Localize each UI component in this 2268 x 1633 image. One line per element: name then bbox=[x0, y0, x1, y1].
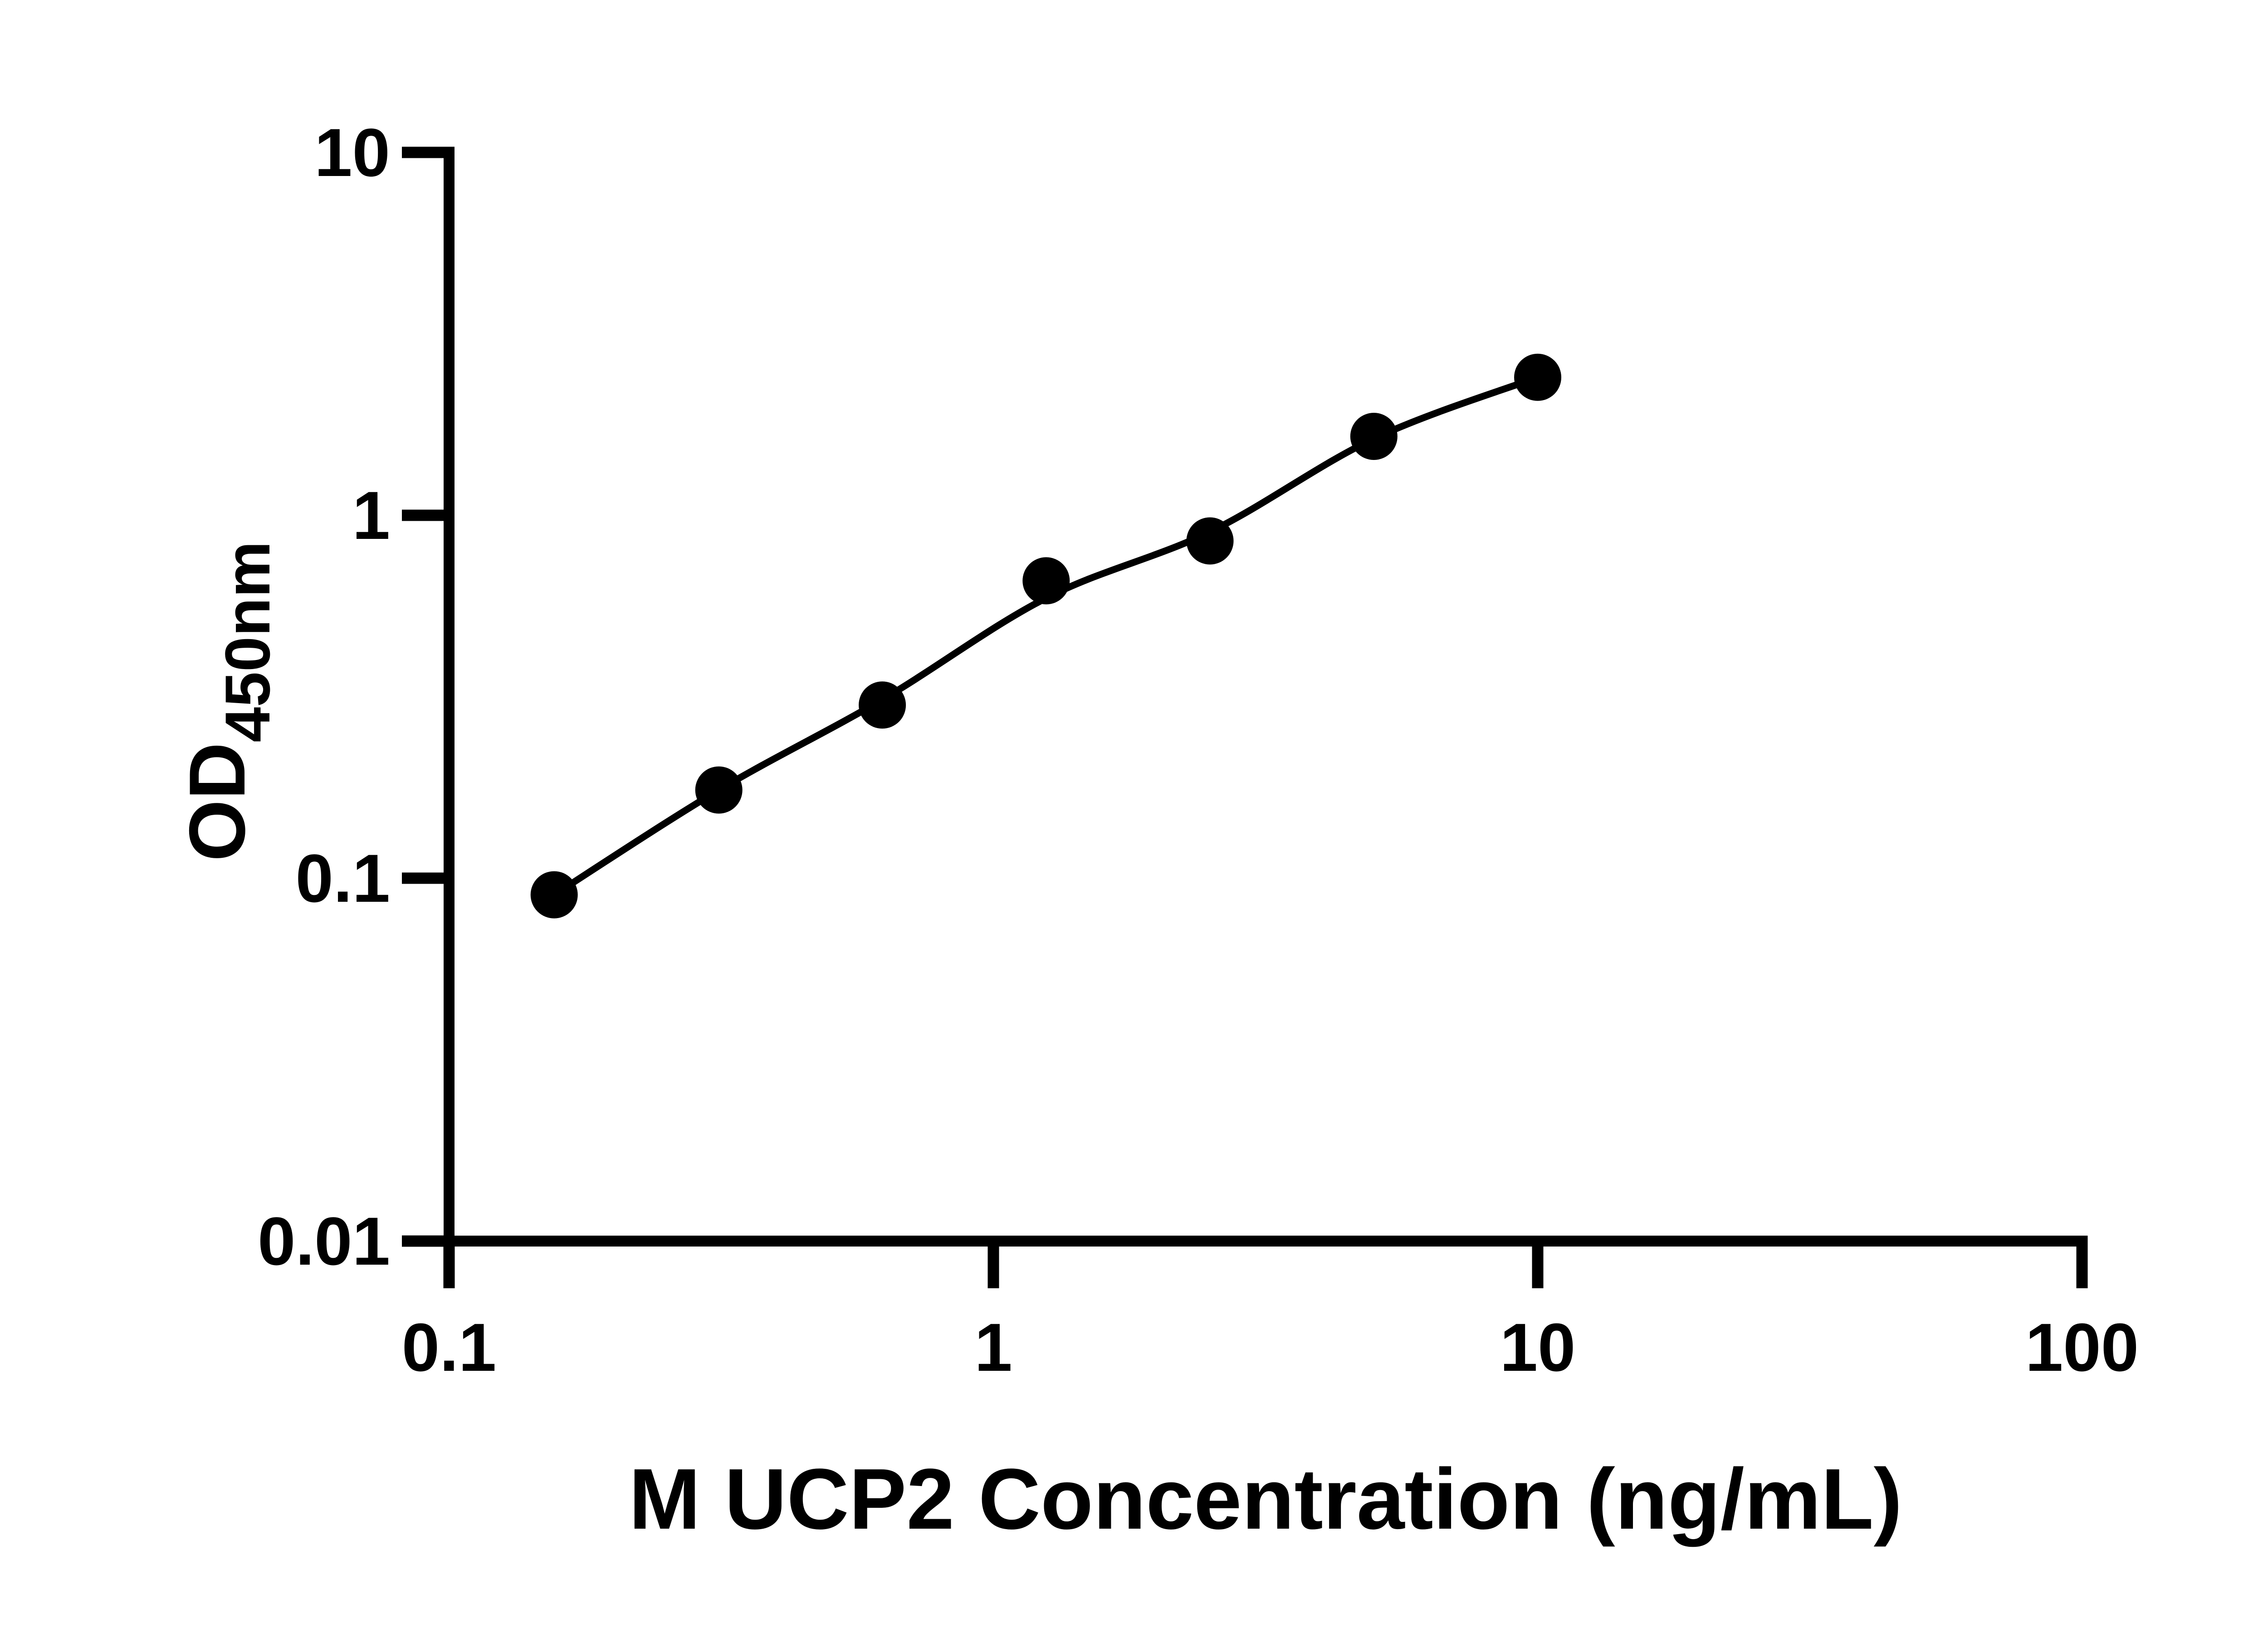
x-tick-0.1 bbox=[443, 1247, 455, 1288]
data-point bbox=[859, 681, 906, 729]
x-tick-label-0.1: 0.1 bbox=[401, 1309, 497, 1385]
y-tick-0.01 bbox=[402, 1235, 444, 1247]
y-tick-1 bbox=[402, 509, 444, 521]
data-point bbox=[1022, 557, 1070, 605]
x-tick-100 bbox=[2076, 1247, 2088, 1288]
y-tick-label-0.1: 0.1 bbox=[295, 840, 390, 916]
data-point bbox=[1350, 413, 1398, 460]
y-axis-line bbox=[444, 147, 455, 1247]
x-tick-1 bbox=[987, 1247, 999, 1288]
y-axis-title-main: OD bbox=[173, 742, 262, 862]
data-point bbox=[1514, 353, 1561, 401]
x-axis-line bbox=[444, 1236, 2088, 1247]
fit-curve bbox=[552, 374, 1539, 898]
x-axis-title: M UCP2 Concentration (ng/mL) bbox=[629, 1451, 1902, 1547]
data-point bbox=[695, 766, 743, 814]
y-tick-label-10: 10 bbox=[314, 114, 390, 191]
y-axis-title: OD450nm bbox=[150, 474, 286, 928]
x-tick-label-1: 1 bbox=[974, 1309, 1012, 1385]
y-tick-label-1: 1 bbox=[352, 477, 390, 553]
y-tick-0.1 bbox=[402, 872, 444, 884]
x-tick-label-10: 10 bbox=[1500, 1309, 1576, 1385]
data-point bbox=[530, 871, 578, 919]
y-tick-label-0.01: 0.01 bbox=[258, 1203, 390, 1279]
x-tick-10 bbox=[1532, 1247, 1544, 1288]
data-point bbox=[1186, 517, 1234, 565]
y-tick-10 bbox=[402, 147, 444, 158]
y-axis-title-subscript: 450nm bbox=[212, 541, 283, 743]
x-tick-label-100: 100 bbox=[2025, 1309, 2139, 1385]
